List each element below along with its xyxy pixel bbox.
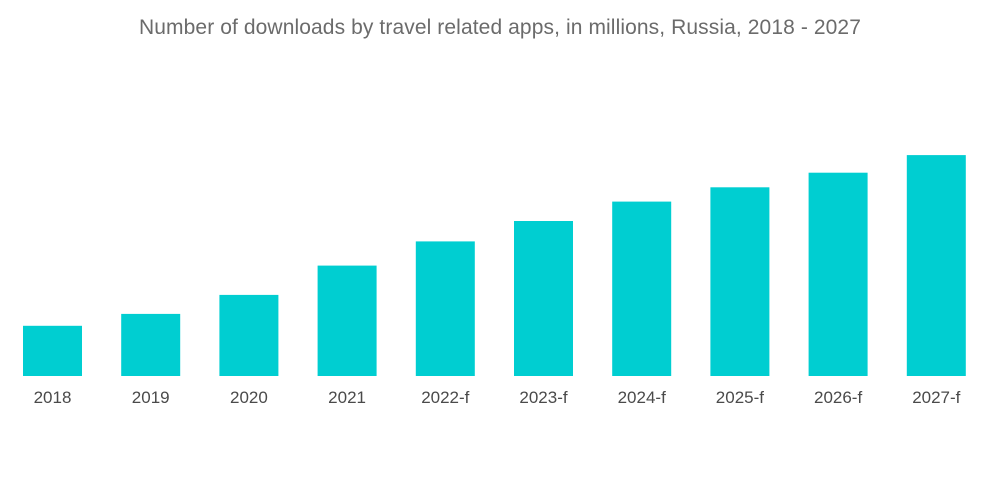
bar-2027-f <box>906 155 966 376</box>
bar-2024-f <box>612 201 672 376</box>
x-tick-label-2025-f: 2025-f <box>716 388 764 407</box>
bars-layer <box>23 155 966 376</box>
chart-title: Number of downloads by travel related ap… <box>139 16 861 39</box>
bar-2021 <box>317 265 377 376</box>
bar-2026-f <box>808 172 868 376</box>
bar-2018 <box>23 325 82 376</box>
x-tick-label-2026-f: 2026-f <box>814 388 862 407</box>
x-tick-label-2020: 2020 <box>230 388 268 407</box>
x-tick-label-2023-f: 2023-f <box>519 388 567 407</box>
bar-2022-f <box>415 241 475 376</box>
x-tick-label-2022-f: 2022-f <box>421 388 469 407</box>
x-tick-label-2024-f: 2024-f <box>618 388 666 407</box>
x-tick-label-2021: 2021 <box>328 388 366 407</box>
x-tick-label-2027-f: 2027-f <box>912 388 960 407</box>
x-axis-tick-labels: 2018 2019 2020 2021 2022-f 2023-f 2024-f 2025-f… <box>34 388 961 407</box>
bar-2019 <box>121 313 181 376</box>
bar-2025-f <box>710 187 770 376</box>
bar-2020 <box>219 294 279 376</box>
x-tick-label-2018: 2018 <box>34 388 72 407</box>
x-tick-label-2019: 2019 <box>132 388 170 407</box>
bar-2023-f <box>514 221 573 376</box>
